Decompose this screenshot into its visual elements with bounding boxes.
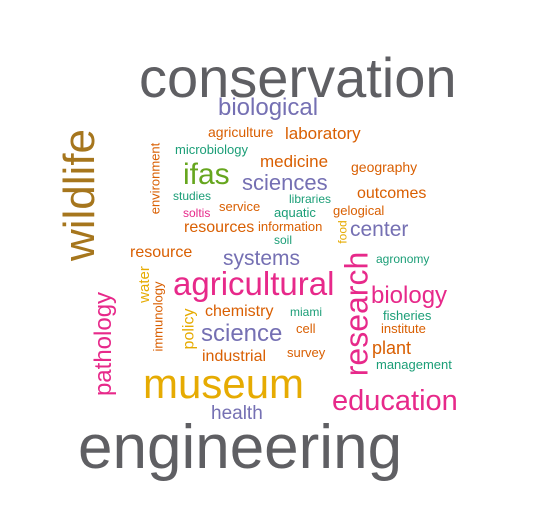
word-information: information	[258, 219, 323, 234]
word-research: research	[338, 251, 375, 377]
word-ifas: ifas	[183, 158, 230, 191]
word-service: service	[219, 199, 261, 214]
word-survey: survey	[287, 345, 326, 360]
word-systems: systems	[223, 247, 301, 270]
word-biology: biology	[371, 282, 448, 309]
word-fisheries: fisheries	[383, 308, 432, 323]
word-cell: cell	[296, 321, 316, 336]
word-libraries: libraries	[289, 192, 332, 206]
word-chemistry: chemistry	[205, 303, 274, 320]
word-health: health	[211, 403, 263, 424]
word-outcomes: outcomes	[357, 185, 427, 202]
word-wildlife: wildlife	[55, 128, 105, 262]
word-management: management	[376, 357, 452, 372]
word-soil: soil	[274, 233, 293, 247]
word-soltis: soltis	[183, 206, 211, 220]
word-pathology: pathology	[90, 291, 118, 397]
word-plant: plant	[372, 338, 412, 358]
word-center: center	[350, 218, 409, 241]
word-agriculture: agriculture	[208, 124, 274, 140]
word-geography: geography	[351, 159, 418, 175]
word-environment: environment	[147, 142, 163, 215]
word-agricultural: agricultural	[173, 265, 335, 302]
word-institute: institute	[381, 321, 426, 336]
word-industrial: industrial	[202, 348, 267, 365]
word-sciences: sciences	[242, 170, 328, 195]
word-resources: resources	[184, 219, 255, 236]
word-agronomy: agronomy	[376, 252, 430, 266]
word-conservation: conservation	[139, 46, 457, 109]
word-resource: resource	[130, 244, 193, 261]
word-museum: museum	[143, 360, 305, 407]
word-engineering: engineering	[78, 413, 403, 482]
word-education: education	[332, 385, 458, 417]
word-medicine: medicine	[260, 152, 329, 171]
word-aquatic: aquatic	[274, 205, 316, 220]
word-policy: policy	[180, 308, 198, 350]
word-food: food	[335, 220, 350, 244]
word-microbiology: microbiology	[175, 142, 248, 157]
word-miami: miami	[290, 305, 322, 319]
word-laboratory: laboratory	[285, 124, 361, 143]
word-biological: biological	[218, 94, 319, 121]
word-gelogical: gelogical	[333, 203, 385, 218]
word-science: science	[201, 320, 283, 347]
word-immunology: immunology	[150, 281, 166, 352]
word-studies: studies	[173, 189, 212, 203]
